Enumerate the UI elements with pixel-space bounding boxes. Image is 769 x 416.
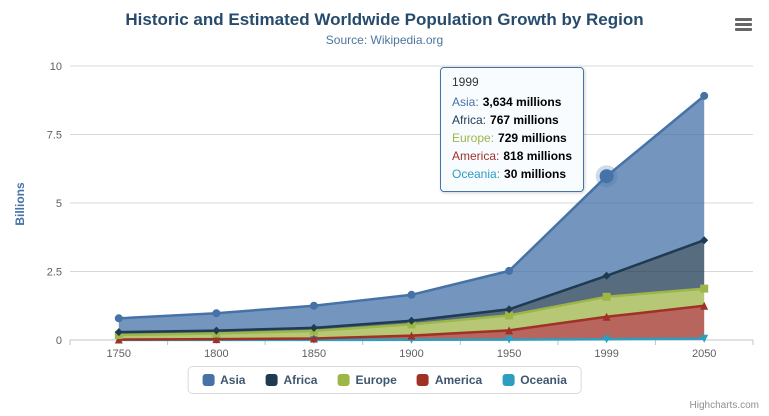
marker-asia-1800[interactable] — [212, 309, 221, 318]
x-axis-tick-label: 1950 — [497, 348, 521, 360]
marker-america-2050[interactable] — [700, 301, 709, 310]
legend-item-europe[interactable]: Europe — [337, 373, 397, 387]
marker-africa-1999[interactable] — [602, 271, 611, 280]
area-america — [118, 305, 705, 340]
marker-africa-1950[interactable] — [505, 305, 514, 314]
legend-swatch-africa — [265, 374, 278, 386]
tooltip-series-value: 818 millions — [503, 149, 573, 163]
legend-swatch-europe — [337, 374, 350, 386]
marker-oceania-1999[interactable] — [602, 335, 611, 344]
tooltip-series-value: 729 millions — [498, 131, 567, 145]
marker-africa-2050[interactable] — [700, 236, 709, 245]
marker-america-1850[interactable] — [309, 334, 318, 343]
marker-asia-1750[interactable] — [114, 314, 123, 323]
marker-africa-1900[interactable] — [407, 316, 416, 325]
marker-europe-2050[interactable] — [700, 284, 709, 293]
marker-africa-1850[interactable] — [309, 323, 318, 332]
tooltip-row-africa: Africa: 767 millions — [452, 111, 572, 129]
legend-label-africa: Africa — [283, 373, 318, 387]
marker-america-1900[interactable] — [407, 331, 416, 340]
export-menu-button[interactable] — [733, 14, 757, 34]
legend-label-asia: Asia — [220, 373, 246, 387]
legend-label-oceania: Oceania — [520, 373, 567, 387]
x-axis-tick-label: 1750 — [107, 348, 131, 360]
x-axis-tick-label: 1850 — [302, 348, 326, 360]
y-axis-tick-label: 5 — [56, 198, 62, 210]
tooltip-series-label: Europe: — [452, 131, 495, 145]
legend-item-asia[interactable]: Asia — [202, 373, 245, 387]
y-axis-tick-label: 2.5 — [47, 267, 62, 279]
chart-subtitle: Source: Wikipedia.org — [325, 33, 444, 47]
hamburger-menu-icon — [735, 27, 752, 31]
marker-europe-1950[interactable] — [505, 311, 514, 320]
marker-asia-1900[interactable] — [407, 290, 416, 299]
legend: Asia Africa Europe America Oceania — [187, 366, 582, 394]
tooltip-series-label: Oceania: — [452, 167, 501, 181]
hamburger-menu-icon — [735, 17, 752, 21]
credits-link[interactable]: Highcharts.com — [689, 400, 759, 411]
legend-swatch-america — [416, 374, 429, 386]
marker-asia-1950[interactable] — [505, 266, 514, 275]
tooltip: 1999 Asia: 3,634 millions Africa: 767 mill… — [440, 67, 585, 192]
marker-africa-1750[interactable] — [114, 328, 123, 337]
y-axis-tick-label: 7.5 — [47, 130, 62, 142]
legend-label-america: America — [434, 373, 483, 387]
marker-africa-1800[interactable] — [212, 326, 221, 335]
legend-item-oceania[interactable]: Oceania — [502, 373, 567, 387]
marker-oceania-1950[interactable] — [505, 335, 514, 344]
marker-america-1800[interactable] — [212, 335, 221, 344]
marker-asia-1850[interactable] — [309, 301, 318, 310]
hamburger-menu-icon — [735, 22, 752, 26]
chart-title: Historic and Estimated Worldwide Populat… — [125, 10, 644, 29]
tooltip-row-america: America: 818 millions — [452, 147, 572, 165]
x-axis-tick-label: 2050 — [692, 348, 716, 360]
y-axis-tick-label: 10 — [50, 61, 62, 73]
marker-oceania-2050[interactable] — [700, 334, 709, 343]
marker-asia-1999[interactable] — [599, 169, 614, 184]
x-axis-tick-label: 1800 — [204, 348, 228, 360]
marker-asia-2050[interactable] — [700, 91, 709, 100]
tooltip-x-label: 1999 — [452, 75, 479, 89]
tooltip-row-asia: Asia: 3,634 millions — [452, 93, 572, 111]
y-axis-title: Billions — [13, 182, 27, 226]
area-asia — [118, 95, 705, 333]
x-axis-tick-label: 1999 — [594, 348, 618, 360]
legend-item-africa[interactable]: Africa — [265, 373, 317, 387]
y-axis-tick-label: 0 — [56, 335, 62, 347]
tooltip-series-value: 30 millions — [504, 167, 567, 181]
tooltip-series-label: Africa: — [452, 113, 487, 127]
legend-swatch-asia — [202, 374, 215, 386]
legend-label-europe: Europe — [355, 373, 397, 387]
legend-item-america[interactable]: America — [416, 373, 483, 387]
tooltip-row-oceania: Oceania: 30 millions — [452, 165, 572, 183]
tooltip-row-europe: Europe: 729 millions — [452, 129, 572, 147]
area-africa — [118, 240, 705, 335]
marker-europe-1999[interactable] — [602, 292, 611, 301]
marker-america-1999[interactable] — [602, 312, 611, 321]
marker-america-1950[interactable] — [505, 326, 514, 335]
x-axis-tick-label: 1900 — [399, 348, 423, 360]
tooltip-series-value: 767 millions — [490, 113, 559, 127]
tooltip-series-label: America: — [452, 149, 500, 163]
tooltip-series-value: 3,634 millions — [482, 95, 562, 109]
marker-america-1750[interactable] — [114, 335, 123, 344]
tooltip-series-label: Asia: — [452, 95, 479, 109]
legend-swatch-oceania — [502, 374, 515, 386]
